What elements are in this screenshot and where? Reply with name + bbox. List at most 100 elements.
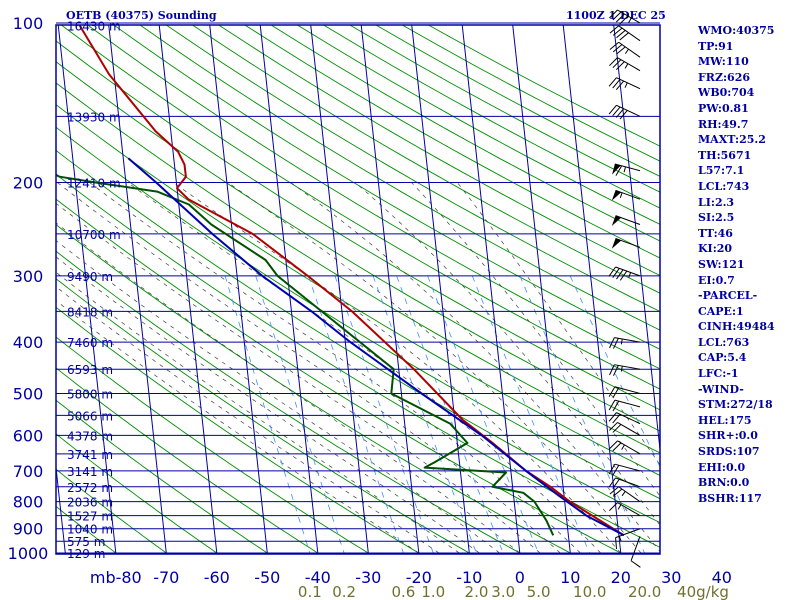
mixing-ratio-label: 40g/kg [677,583,729,600]
wind-barb-half-flag [620,338,623,345]
wind-barb-flag [608,266,616,277]
wind-barb-flag [613,338,619,349]
height-label: 7460 m [67,336,113,350]
wind-barb-half-flag [617,504,622,510]
wind-barb-staff [616,412,641,425]
height-label: 1527 m [67,510,113,524]
plot-frame [55,24,661,555]
pressure-tick-label: 300 [13,267,44,286]
plot-border [55,24,661,555]
isotherms [56,25,660,554]
wind-barb-flag [609,57,618,67]
pressure-tick-label: 400 [13,333,44,352]
wind-barb-half-flag [620,365,623,372]
index-item: PW:0.81 [698,101,749,115]
wind-barb-flag [608,463,616,475]
mixing-ratio-label: 0.6 [391,583,415,600]
wind-barb-flag [609,422,618,431]
wind-barb [609,502,641,517]
mixing-ratio-label: 10.0 [573,583,606,600]
wind-barb-flag [609,41,620,50]
wind-barb-half-flag [624,48,629,54]
wind-barb [608,266,641,281]
wind-barb [609,486,641,503]
height-label: 10700 m [67,228,121,242]
wind-barb-staff [618,486,641,503]
mixing-ratio-label: 3.0 [491,583,515,600]
wind-barb [609,41,641,58]
pressure-tick-label: 100 [13,14,44,33]
temperature-tick-label: -10 [456,568,482,587]
wind-barb [608,477,641,489]
height-label: 5066 m [67,409,113,423]
wind-barb [609,421,641,436]
index-item: -PARCEL- [698,289,758,303]
wind-barb-flag [609,502,618,511]
temperature-tick-label: -60 [204,568,230,587]
moist-adiabat-line [173,182,622,554]
wind-barb [609,25,641,42]
index-item: LCL:763 [698,335,750,349]
index-item: MW:110 [698,55,749,69]
index-item: -WIND- [698,382,744,396]
wind-barb-pennant [611,215,622,226]
wind-barb-staff [616,104,641,117]
wind-barb-flag [609,440,618,450]
wind-barb [630,536,641,568]
wind-barb-flag [612,387,620,398]
wind-barb-flag [615,108,625,118]
index-item: WB0:704 [698,86,755,100]
wind-barb [615,528,641,550]
wind-barb-flag [609,25,620,34]
height-label: 3141 m [67,465,113,479]
wind-barb-flag [612,413,621,424]
wind-barb-flag [608,386,616,397]
mixing-ratio-line [372,275,477,554]
wind-barb-staff [614,386,641,394]
height-label: 16430 m [67,19,121,33]
height-label: 4378 m [67,429,113,443]
wind-barb-flag [612,488,623,497]
wind-barb-half-flag [628,17,632,24]
wind-barb-half-flag [621,444,625,450]
height-label: 2572 m [67,481,113,495]
isotherm-line [360,25,420,554]
index-item: L57:7.1 [698,164,745,178]
wind-barb-flag [619,32,629,41]
wind-barb-staff [614,163,641,172]
wind-barb-half-flag [623,166,626,173]
mixing-ratio-line [427,275,539,554]
wind-barb-flag [616,269,624,280]
temperature-profile [78,25,625,537]
index-item: HEL:175 [698,413,752,427]
wind-barb-pennant [612,164,621,175]
isotherm-line [209,25,268,554]
wind-barb-flag [608,77,617,87]
pressure-tick-label: 700 [13,462,44,481]
wind-barb [608,412,641,425]
height-label: 9490 m [67,270,113,284]
wind-barb [608,77,641,91]
height-label: 1040 m [67,523,113,537]
mixing-ratio-label: 0.2 [332,583,356,600]
valid-time: 1100Z 1 DEC 25 [566,9,666,22]
wind-barb-flag [612,44,623,53]
moist-adiabat-line [56,286,440,554]
wind-barb [611,215,641,226]
isotherm-line [512,25,571,554]
wind-barb-flag [615,13,625,23]
wind-barb-pennant [611,190,622,201]
chart-title: OETB (40375) Sounding [66,9,217,22]
wind-barb-staff [614,399,641,408]
wind-barb-flag [616,30,626,39]
wind-barb-staff [617,440,641,455]
wind-barb-flag [609,337,615,349]
wind-barb-flag [609,364,615,376]
pressure-tick-label: 900 [13,520,44,539]
wind-barb [609,364,641,376]
index-item: TH:5671 [698,148,752,162]
wind-barb-half-flag [624,63,629,69]
wind-barb-half-flag [621,491,626,497]
isotherm-line [57,25,117,554]
